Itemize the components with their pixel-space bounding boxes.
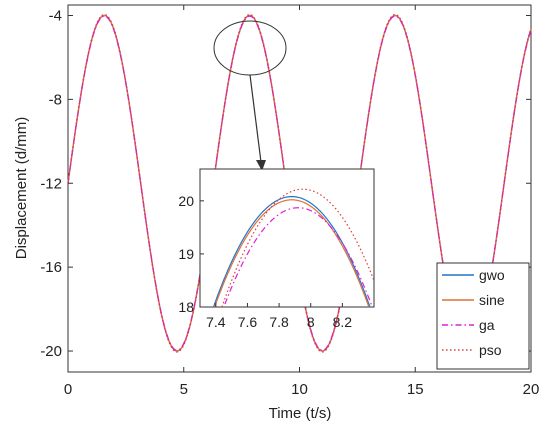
legend-label-ga: ga [479, 317, 495, 333]
inset-y-tick-label: 19 [178, 246, 194, 262]
x-tick-label: 0 [64, 381, 72, 398]
legend-label-gwo: gwo [479, 267, 505, 283]
legend-label-sine: sine [479, 292, 505, 308]
y-tick-label: -4 [49, 7, 62, 24]
y-tick-label: -12 [40, 175, 62, 192]
y-tick-label: -16 [40, 259, 62, 276]
inset-x-tick-label: 7.8 [269, 314, 289, 330]
y-axis-ticks: -4 -8 -12 -16 -20 [40, 7, 531, 360]
inset-x-tick-label: 7.6 [238, 314, 258, 330]
inset-y-axis-ticks: 20 19 18 [178, 193, 204, 315]
legend-label-pso: pso [479, 342, 502, 358]
inset-x-tick-label: 7.4 [206, 314, 226, 330]
legend: gwo sine ga pso [436, 262, 530, 370]
inset-series-line-ga [223, 207, 373, 307]
inset-x-axis-ticks: 7.4 7.6 7.8 8 8.2 [206, 303, 352, 330]
inset-x-tick-label: 8 [307, 314, 315, 330]
x-tick-label: 10 [291, 381, 308, 398]
legend-box [436, 262, 530, 370]
inset-y-tick-label: 18 [178, 299, 194, 315]
y-axis-label: Displacement (d/mm) [13, 117, 30, 260]
zoom-arrow-line [249, 74, 262, 163]
inset-x-tick-label: 8.2 [333, 314, 353, 330]
y-tick-label: -20 [40, 343, 62, 360]
y-tick-label: -8 [49, 91, 62, 108]
x-tick-label: 15 [407, 381, 424, 398]
inset-series-line-pso [221, 188, 374, 307]
zoom-arrow-head [256, 160, 266, 171]
inset-y-tick-label: 20 [178, 193, 194, 209]
x-tick-label: 5 [180, 381, 188, 398]
inset-series-line-sine [214, 199, 370, 307]
inset-series-lines [212, 188, 374, 307]
x-tick-label: 20 [523, 381, 540, 398]
inset-plot-area [199, 168, 375, 308]
x-axis-label: Time (t/s) [269, 405, 332, 422]
x-axis-ticks: 0 5 10 15 20 [64, 5, 540, 398]
